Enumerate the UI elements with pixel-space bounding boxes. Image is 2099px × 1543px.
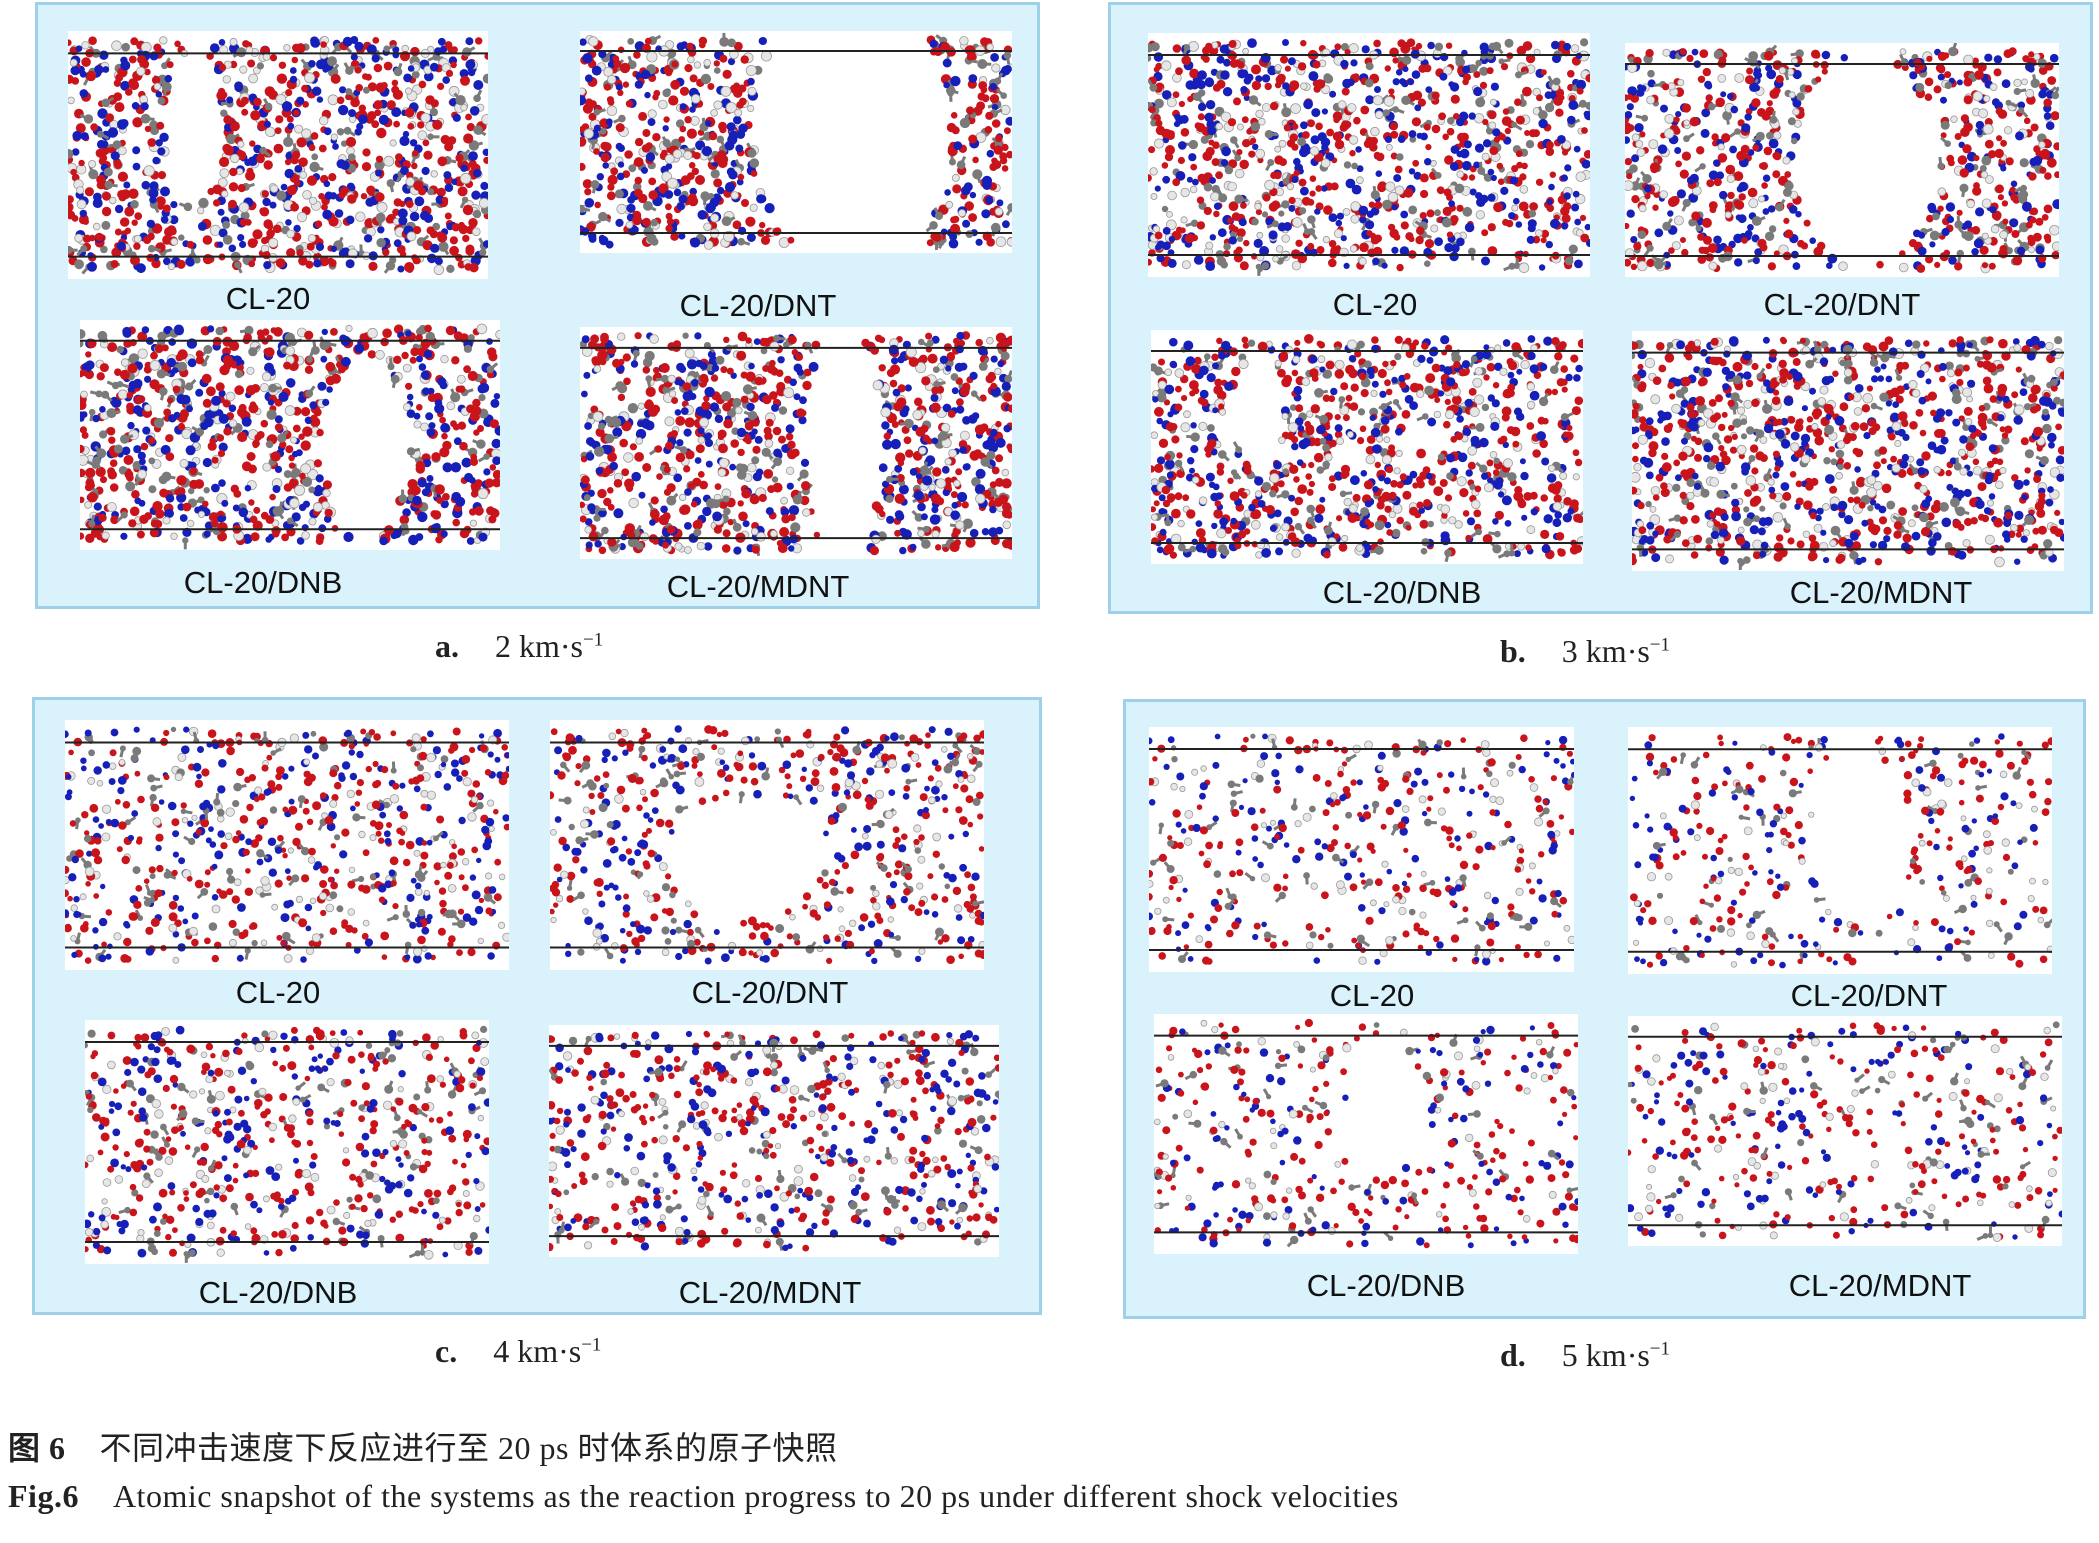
snapshot-d-cl20 (1149, 727, 1574, 972)
snapshot-a-mdnt-image (580, 331, 1012, 557)
snapshot-b-mdnt (1632, 331, 2064, 571)
subcaption-d-speed: 5 (1561, 1337, 1578, 1373)
subcaption-a-unit: km·s (519, 628, 583, 664)
snapshot-d-mdnt-image (1628, 1021, 2062, 1242)
subcaption-c-letter: c. (435, 1333, 458, 1369)
subcaption-b: b. 3 km·s−1 (1500, 633, 1670, 670)
label-c-dnb: CL-20/DNB (198, 1275, 358, 1310)
snapshot-a-cl20 (68, 31, 488, 279)
snapshot-c-mdnt-image (549, 1030, 999, 1252)
snapshot-a-mdnt (580, 327, 1012, 559)
subcaption-a-letter: a. (435, 628, 459, 664)
snapshot-c-dnb-image (85, 1025, 489, 1263)
snapshot-b-cl20-image (1148, 38, 1590, 276)
label-c-cl20: CL-20 (235, 975, 321, 1010)
label-a-dnt: CL-20/DNT (679, 288, 837, 323)
label-b-dnt: CL-20/DNT (1763, 287, 1921, 322)
snapshot-a-cl20-image (68, 35, 488, 276)
label-a-dnb: CL-20/DNB (183, 565, 343, 600)
label-d-dnt: CL-20/DNT (1790, 978, 1948, 1013)
subcaption-c-speed: 4 (493, 1333, 510, 1369)
panel-b: CL-20 CL-20/DNT CL-20/DNB CL-20/MDNT (1108, 2, 2093, 614)
label-c-mdnt: CL-20/MDNT (678, 1275, 862, 1310)
snapshot-c-mdnt (549, 1025, 999, 1257)
snapshot-b-dnb-image (1151, 334, 1583, 563)
figure-number-cn: 图 6 (8, 1430, 66, 1466)
subcaption-c-exp: −1 (581, 1334, 602, 1356)
label-a-cl20: CL-20 (225, 281, 311, 316)
snapshot-a-dnt (580, 31, 1012, 253)
label-d-dnb: CL-20/DNB (1306, 1268, 1466, 1303)
figure-text-cn: 不同冲击速度下反应进行至 20 ps 时体系的原子快照 (99, 1430, 838, 1466)
snapshot-c-dnt-image (550, 725, 984, 965)
snapshot-b-cl20 (1148, 33, 1590, 277)
subcaption-b-unit: km·s (1585, 633, 1650, 669)
subcaption-a: a. 2 km·s−1 (435, 628, 603, 665)
snapshot-d-dnt-image (1628, 733, 2052, 969)
subcaption-a-exp: −1 (583, 629, 604, 651)
label-b-cl20: CL-20 (1332, 287, 1418, 322)
snapshot-b-dnb (1151, 330, 1583, 564)
label-c-dnt: CL-20/DNT (691, 975, 849, 1010)
snapshot-c-dnb (85, 1020, 489, 1264)
snapshot-c-cl20-image (65, 726, 509, 964)
panel-d: CL-20 CL-20/DNT CL-20/DNB CL-20/MDNT (1123, 699, 2086, 1319)
figure-caption-cn: 图 6 不同冲击速度下反应进行至 20 ps 时体系的原子快照 (8, 1423, 837, 1469)
snapshot-b-dnt (1625, 43, 2059, 277)
subcaption-d-letter: d. (1500, 1337, 1526, 1373)
figure-caption-en: Fig.6 Atomic snapshot of the systems as t… (8, 1478, 1399, 1515)
subcaption-c-unit: km·s (517, 1333, 582, 1369)
snapshot-b-mdnt-image (1632, 335, 2064, 570)
snapshot-c-cl20 (65, 720, 509, 970)
figure-text-en: Atomic snapshot of the systems as the re… (112, 1478, 1399, 1514)
snapshot-a-dnt-image (580, 32, 1012, 251)
subcaption-d-exp: −1 (1649, 1338, 1671, 1360)
snapshot-d-cl20-image (1149, 733, 1574, 966)
label-b-dnb: CL-20/DNB (1322, 575, 1482, 610)
snapshot-a-dnb-image (80, 323, 500, 550)
subcaption-b-exp: −1 (1649, 634, 1671, 656)
subcaption-b-letter: b. (1500, 633, 1526, 669)
snapshot-c-dnt (550, 720, 984, 970)
snapshot-d-dnt (1628, 727, 2052, 974)
subcaption-d: d. 5 km·s−1 (1500, 1337, 1670, 1374)
panel-c: CL-20 CL-20/DNT CL-20/DNB CL-20/MDNT (32, 697, 1042, 1315)
figure-number-en: Fig.6 (8, 1478, 79, 1514)
subcaption-d-unit: km·s (1585, 1337, 1650, 1373)
panel-a: CL-20 CL-20/DNT CL-20/DNB CL-20/MDNT (35, 2, 1040, 609)
snapshot-b-dnt-image (1625, 43, 2059, 274)
subcaption-c: c. 4 km·s−1 (435, 1333, 601, 1370)
label-d-cl20: CL-20 (1329, 978, 1415, 1013)
subcaption-b-speed: 3 (1561, 633, 1578, 669)
snapshot-a-dnb (80, 320, 500, 550)
snapshot-d-dnb-image (1154, 1018, 1578, 1249)
subcaption-a-speed: 2 (495, 628, 511, 664)
snapshot-d-dnb (1154, 1014, 1578, 1254)
label-d-mdnt: CL-20/MDNT (1788, 1268, 1972, 1303)
snapshot-d-mdnt (1628, 1016, 2062, 1246)
label-b-mdnt: CL-20/MDNT (1789, 575, 1973, 610)
label-a-mdnt: CL-20/MDNT (666, 569, 850, 604)
